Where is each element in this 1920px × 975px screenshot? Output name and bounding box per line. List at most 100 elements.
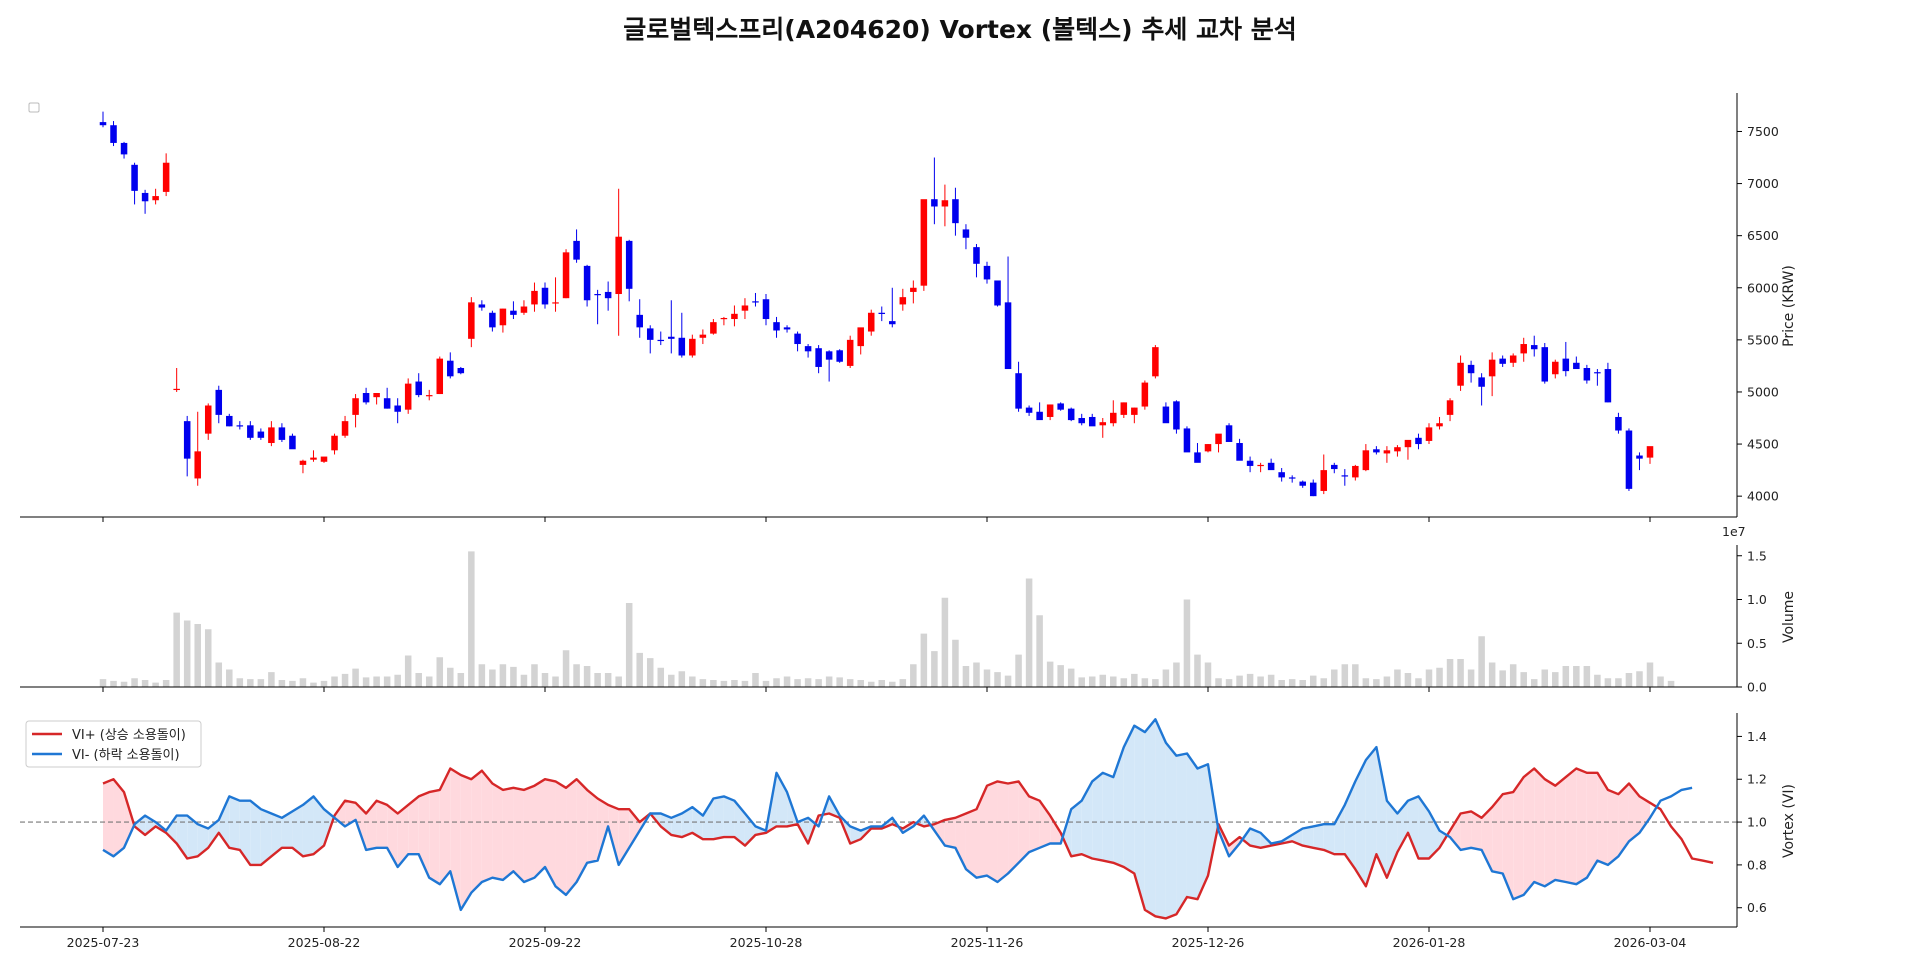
x-tick-label: 2025-08-22 [288, 935, 361, 950]
candle-body [1457, 362, 1464, 386]
legend-label-vi-minus: VI- (하락 소용돌이) [72, 748, 180, 763]
legend-box [28, 102, 40, 113]
volume-bar [215, 662, 223, 687]
vortex-fill [1134, 725, 1145, 910]
volume-bar [1446, 659, 1454, 687]
vortex-fill [176, 815, 188, 859]
volume-bar [1530, 679, 1538, 687]
candle-body [1478, 377, 1485, 387]
candle-body [1331, 464, 1338, 470]
volume-bar [1467, 669, 1475, 687]
vortex-fill [250, 800, 261, 865]
vortex-fill [1113, 747, 1124, 868]
candle-body [99, 122, 107, 126]
candle-body [152, 196, 159, 201]
volume-bar [447, 667, 454, 687]
volume-bar [1394, 669, 1401, 687]
volume-bar [257, 679, 265, 687]
candle-body [1015, 373, 1022, 409]
vortex-fill [271, 813, 282, 857]
vortex-fill [429, 789, 440, 885]
candle-body [1088, 416, 1096, 427]
vortex-fill [1639, 796, 1650, 833]
volume-bar [836, 677, 843, 687]
candle-body [752, 301, 759, 303]
volume-bar [552, 676, 559, 687]
candle-body [383, 398, 391, 409]
candle-body [183, 421, 191, 459]
vortex-fill [1081, 781, 1093, 859]
candle-body [1036, 411, 1043, 421]
volume-bar [1162, 669, 1170, 687]
volume-bar [436, 657, 444, 687]
volume-bar [141, 680, 149, 687]
price-axis-ytick-label: 7500 [1747, 124, 1779, 139]
volume-bar [1646, 662, 1654, 687]
candle-body [1636, 455, 1643, 459]
chart-title: 글로벌텍스프리(A204620) Vortex (볼텍스) 추세 교차 분석 [623, 15, 1297, 44]
price-axis-ytick-label: 5500 [1747, 332, 1779, 347]
volume-bar [994, 672, 1001, 687]
vortex-fill [1544, 779, 1556, 887]
vortex-fill [965, 809, 977, 878]
candle-body [1246, 460, 1254, 466]
volume-bar [1320, 678, 1328, 687]
volume-bar [162, 680, 170, 687]
vortex-fill [1365, 747, 1377, 887]
volume-bar [646, 658, 654, 687]
candle-body [657, 339, 665, 342]
candle-body [226, 415, 233, 427]
vortex-fill [660, 813, 672, 835]
volume-bar [531, 664, 538, 687]
vortex-fill [1092, 772, 1103, 861]
candle-body [710, 322, 717, 334]
candle-body [1352, 465, 1359, 478]
volume-bar [1499, 670, 1506, 687]
volume-bar [499, 664, 507, 687]
volume-bar [615, 676, 622, 687]
volume-bar [1667, 680, 1675, 687]
candle-body [1194, 452, 1201, 463]
vortex-fill [629, 809, 640, 848]
candle-body [910, 287, 917, 292]
candle-body [1615, 416, 1622, 431]
candle-body [962, 229, 970, 238]
volume-bar [1309, 675, 1317, 687]
volume-bar [1046, 661, 1054, 687]
vortex-fill [597, 798, 609, 861]
volume-bar [699, 679, 707, 687]
vortex-fill [124, 792, 135, 848]
candle-body [668, 336, 675, 339]
vortex-fill [955, 813, 966, 870]
candle-body [289, 435, 296, 450]
vortex-fill [492, 783, 503, 880]
vortex-fill [1123, 725, 1135, 874]
volume-bar [1236, 675, 1243, 687]
volume-axis-ytick-label: 0.0 [1747, 680, 1767, 695]
volume-bar [773, 678, 780, 687]
candle-body [867, 312, 875, 332]
vortex-fill [1628, 783, 1640, 842]
volume-bar [299, 678, 307, 687]
candle-body [1509, 355, 1517, 363]
x-tick-label: 2026-01-28 [1393, 935, 1466, 950]
volume-axis-ytick-label: 0.5 [1747, 636, 1767, 651]
vortex-axis-ytick-label: 0.6 [1747, 900, 1767, 915]
vortex-fill [1176, 753, 1187, 915]
candle-body [804, 346, 812, 352]
vortex-fill [450, 768, 461, 910]
volume-bar [1562, 666, 1570, 687]
volume-bar [762, 680, 770, 687]
vortex-fill [1502, 792, 1514, 900]
candle-body [299, 460, 307, 465]
price-axis-ytick-label: 7000 [1747, 176, 1779, 191]
candle-body [1120, 402, 1128, 415]
vortex-axis-label: Vortex (VI) [1781, 784, 1797, 858]
candle-body [236, 425, 244, 427]
vortex-fill [1407, 796, 1419, 859]
candle-body [1646, 446, 1654, 458]
candle-body [1520, 344, 1527, 354]
volume-bar [1004, 675, 1012, 687]
volume-bar [1057, 665, 1064, 687]
volume-bar [1025, 578, 1033, 687]
